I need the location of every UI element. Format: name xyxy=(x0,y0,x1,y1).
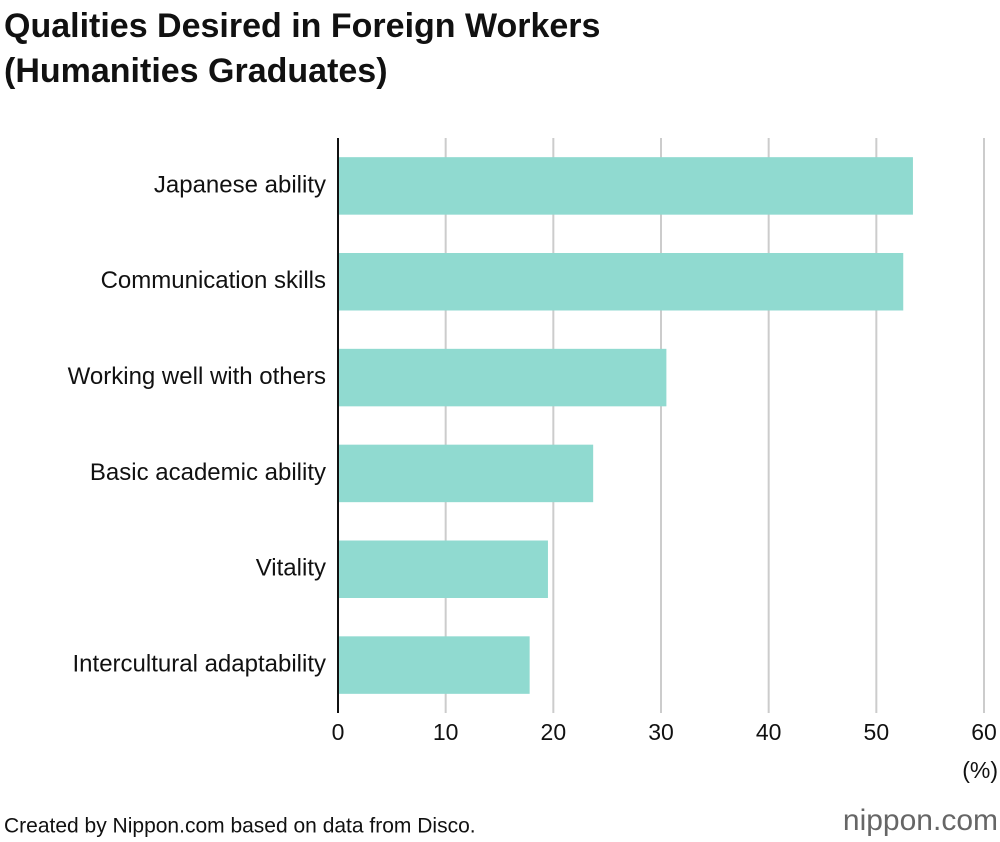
y-tick-label: Basic academic ability xyxy=(90,459,326,486)
source-note: Created by Nippon.com based on data from… xyxy=(4,815,476,838)
bar xyxy=(338,636,530,694)
y-tick-label: Japanese ability xyxy=(154,171,326,198)
x-tick-label: 20 xyxy=(541,719,567,745)
bar xyxy=(338,253,904,311)
bar xyxy=(338,540,548,598)
logo: nippon.com xyxy=(843,804,998,837)
bar xyxy=(338,348,667,407)
y-tick-label: Vitality xyxy=(256,555,326,582)
y-tick-label: Intercultural adaptability xyxy=(73,650,326,677)
y-tick-label: Working well with others xyxy=(68,363,326,390)
x-tick-label: 40 xyxy=(756,719,782,745)
chart-title: Qualities Desired in Foreign Workers xyxy=(4,7,600,45)
x-tick-label: 0 xyxy=(332,719,345,745)
x-tick-label: 50 xyxy=(864,719,890,745)
bar xyxy=(338,444,594,503)
x-tick-label: 30 xyxy=(648,719,674,745)
x-axis-label: (%) xyxy=(962,757,998,783)
bar xyxy=(338,157,913,215)
x-tick-label: 10 xyxy=(433,719,459,745)
y-tick-label: Communication skills xyxy=(101,267,326,294)
x-tick-label: 60 xyxy=(971,719,997,745)
chart-subtitle: (Humanities Graduates) xyxy=(4,52,388,90)
